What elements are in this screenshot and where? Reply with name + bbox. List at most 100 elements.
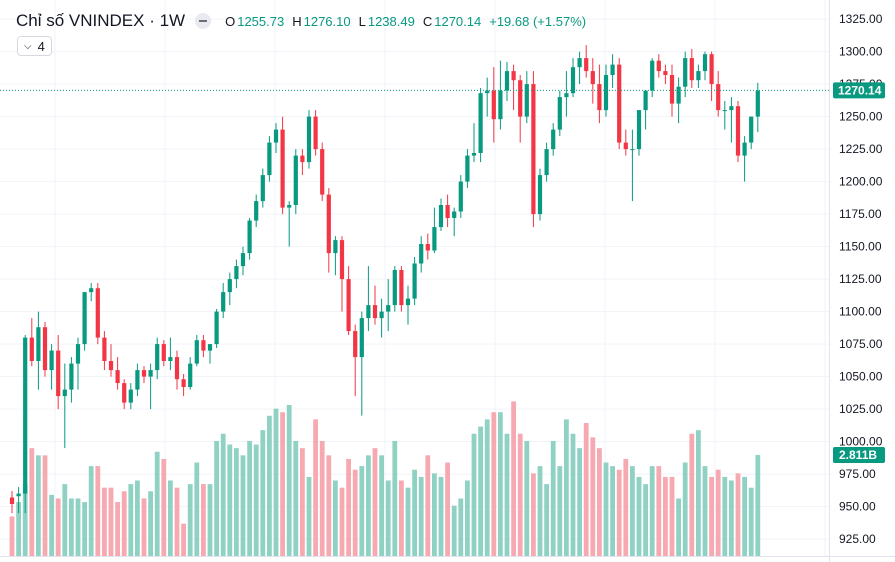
candle — [432, 207, 437, 254]
volume-bar — [432, 473, 437, 556]
volume-bar — [22, 484, 28, 556]
candle — [683, 51, 688, 98]
candle-body — [709, 54, 714, 85]
volume-bar — [95, 466, 101, 556]
y-tick-label: 1225.00 — [839, 142, 883, 156]
volume-bar — [36, 455, 41, 556]
candle — [636, 110, 642, 156]
candle — [108, 344, 114, 377]
candle — [359, 311, 364, 416]
volume-bar — [247, 440, 252, 556]
candle-body — [379, 311, 384, 319]
candle-body — [260, 175, 265, 202]
candle-body — [23, 337, 28, 494]
candle — [531, 71, 536, 228]
candle-body — [234, 266, 239, 280]
candle-body — [577, 58, 582, 68]
candle-body — [221, 292, 226, 312]
y-tick-label: 950.00 — [839, 500, 876, 514]
volume-bar — [458, 498, 464, 556]
volume-bar — [267, 415, 272, 556]
candle-body — [313, 116, 318, 150]
candle — [366, 266, 371, 332]
candle — [438, 198, 444, 231]
high-value: 1276.10 — [303, 13, 351, 29]
candle — [617, 58, 622, 150]
volume-bar — [253, 444, 259, 556]
candle-body — [557, 97, 562, 130]
volume-bar — [603, 462, 609, 556]
volume-bar — [141, 498, 147, 556]
candle-body — [161, 344, 166, 361]
volume-bar — [405, 487, 411, 556]
candle — [372, 285, 378, 325]
candle-body — [359, 318, 364, 358]
volume-bar — [16, 502, 21, 556]
candle — [650, 58, 655, 98]
candle — [9, 491, 15, 514]
candle-body — [689, 58, 694, 81]
candle-body — [254, 201, 259, 221]
candle — [155, 337, 160, 380]
open-label: O — [225, 13, 236, 29]
volume-bar — [187, 484, 193, 556]
candle-body — [676, 86, 681, 104]
candle — [379, 298, 384, 338]
volume-bar — [88, 466, 94, 556]
candle — [287, 201, 292, 247]
volume-bar — [115, 502, 120, 556]
candle-body — [392, 270, 397, 306]
volume-bar — [135, 480, 140, 556]
minus-icon[interactable] — [195, 13, 212, 29]
candle — [498, 60, 503, 130]
volume-bar — [517, 433, 523, 556]
candle-body — [366, 305, 371, 319]
volume-bar — [689, 433, 695, 556]
candle — [478, 88, 483, 163]
open-value: 1255.73 — [237, 13, 285, 29]
candle-body — [656, 60, 661, 72]
candle-body — [742, 142, 747, 156]
candle — [623, 129, 628, 156]
candle — [135, 363, 140, 397]
candle — [445, 194, 450, 228]
indicator-counter-button[interactable]: ⌵ 4 — [17, 36, 52, 56]
candle-body — [438, 205, 444, 228]
volume-bar — [234, 448, 239, 556]
candle-body — [42, 327, 48, 371]
volume-bar — [293, 440, 299, 556]
candle-body — [240, 253, 246, 267]
candle-body — [471, 153, 477, 156]
candle — [676, 77, 681, 124]
candle — [656, 54, 661, 78]
y-tick-label: 1000.00 — [839, 435, 883, 449]
volume-bar — [240, 455, 246, 556]
chevron-down-icon: ⌵ — [24, 40, 32, 52]
candle — [405, 285, 411, 325]
candle — [280, 116, 285, 215]
candle-body — [333, 240, 338, 254]
candle — [597, 64, 602, 124]
candle-body — [412, 263, 417, 299]
volume-bar — [174, 487, 180, 556]
candle — [174, 350, 180, 390]
candle — [722, 101, 727, 130]
volume-bar — [676, 498, 681, 556]
candle — [702, 51, 708, 81]
volume-bar — [260, 430, 266, 556]
candle — [300, 149, 305, 176]
volume-bar — [399, 480, 404, 556]
symbol-title[interactable]: Chỉ số VNINDEX · 1W — [16, 11, 186, 30]
volume-bar — [557, 466, 563, 556]
candle-body — [749, 116, 754, 143]
candle-body — [339, 240, 345, 280]
candle-body — [207, 344, 213, 351]
volume-bar — [524, 440, 530, 556]
volume-bar — [161, 458, 167, 556]
candle — [221, 283, 226, 319]
candle — [207, 344, 213, 364]
candle-body — [89, 288, 94, 293]
candle — [399, 266, 404, 312]
